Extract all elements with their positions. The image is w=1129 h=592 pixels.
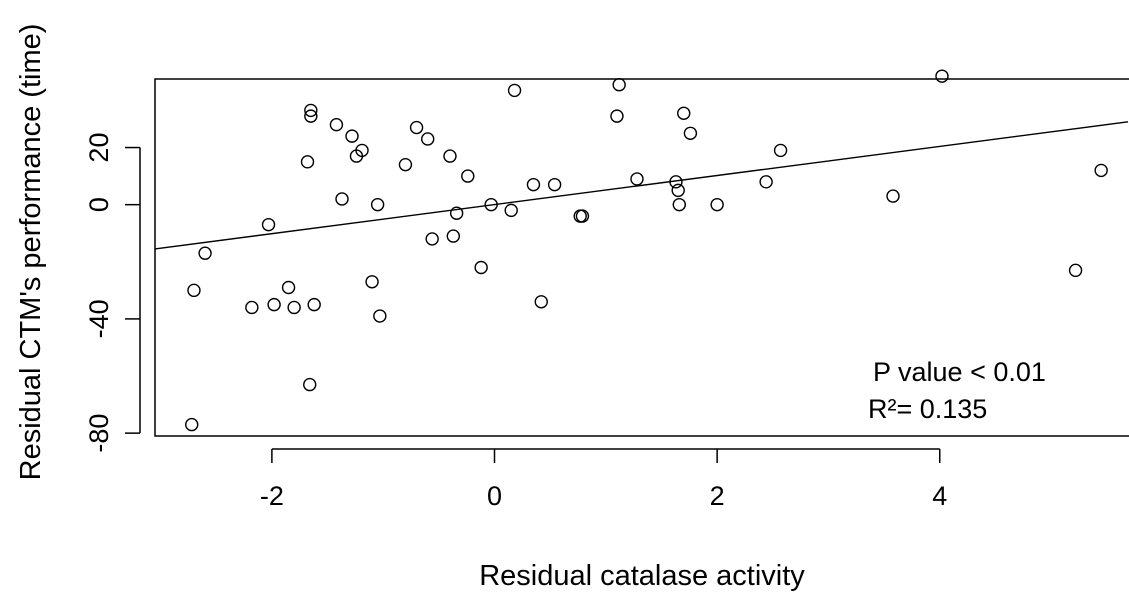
y-tick-label: 20 xyxy=(84,133,114,163)
data-point xyxy=(773,143,788,158)
data-point xyxy=(281,280,296,295)
data-point xyxy=(1068,263,1083,278)
data-point xyxy=(886,189,900,203)
regression-line xyxy=(154,121,1129,250)
data-point xyxy=(300,155,315,169)
data-point xyxy=(1094,163,1108,178)
data-point xyxy=(683,126,698,140)
data-point xyxy=(261,217,276,232)
plot-area xyxy=(154,78,1129,437)
y-tick-label: -80 xyxy=(84,414,114,453)
data-point xyxy=(443,149,457,163)
data-point xyxy=(185,417,199,432)
data-point xyxy=(534,295,548,309)
x-tick-label: 4 xyxy=(932,481,947,511)
data-point xyxy=(421,132,435,146)
data-point xyxy=(461,169,475,183)
y-axis: -80 -40 0 20 xyxy=(84,133,141,453)
data-point xyxy=(365,275,379,289)
y-tick-label: -40 xyxy=(84,299,114,338)
p-value-annotation: P value < 0.01 xyxy=(873,357,1046,387)
data-point xyxy=(612,78,626,92)
y-tick-label: 0 xyxy=(84,197,114,212)
data-point xyxy=(245,300,259,315)
data-point xyxy=(449,206,464,220)
data-point xyxy=(303,377,317,392)
plot-frame xyxy=(154,78,1129,437)
data-point xyxy=(409,120,424,135)
data-point xyxy=(373,309,387,323)
data-point xyxy=(198,246,212,260)
data-point xyxy=(677,106,691,120)
data-point xyxy=(672,197,686,212)
y-axis-label: Residual CTM's performance (time) xyxy=(15,24,47,481)
data-point xyxy=(304,103,318,118)
x-tick-label: 0 xyxy=(487,481,502,511)
data-point xyxy=(425,232,439,246)
data-point xyxy=(504,203,518,218)
data-point xyxy=(526,177,541,192)
data-point xyxy=(446,229,461,243)
data-point xyxy=(335,192,349,206)
data-point xyxy=(575,209,590,223)
data-point xyxy=(547,177,562,192)
data-point xyxy=(398,157,413,172)
data-point xyxy=(935,69,949,83)
x-tick-label: 2 xyxy=(710,481,725,511)
data-point xyxy=(710,197,724,212)
data-point xyxy=(304,109,318,123)
regression-line-group xyxy=(154,121,1129,250)
data-point xyxy=(287,300,301,315)
data-point xyxy=(759,175,773,189)
data-point xyxy=(507,83,522,98)
data-point xyxy=(630,172,644,186)
data-point xyxy=(671,183,685,198)
r-squared-annotation: R²= 0.135 xyxy=(868,394,987,424)
x-tick-label: -2 xyxy=(260,481,284,511)
data-point xyxy=(267,297,281,312)
data-point xyxy=(474,260,488,275)
data-point xyxy=(370,197,385,212)
data-point xyxy=(187,283,201,298)
data-point xyxy=(355,143,369,158)
data-points xyxy=(185,69,1108,432)
data-point xyxy=(307,297,321,312)
x-axis: -2 0 2 4 xyxy=(260,448,947,511)
data-point xyxy=(610,109,624,123)
x-axis-label: Residual catalase activity xyxy=(479,560,805,592)
data-point xyxy=(329,117,344,132)
data-point xyxy=(345,129,359,143)
